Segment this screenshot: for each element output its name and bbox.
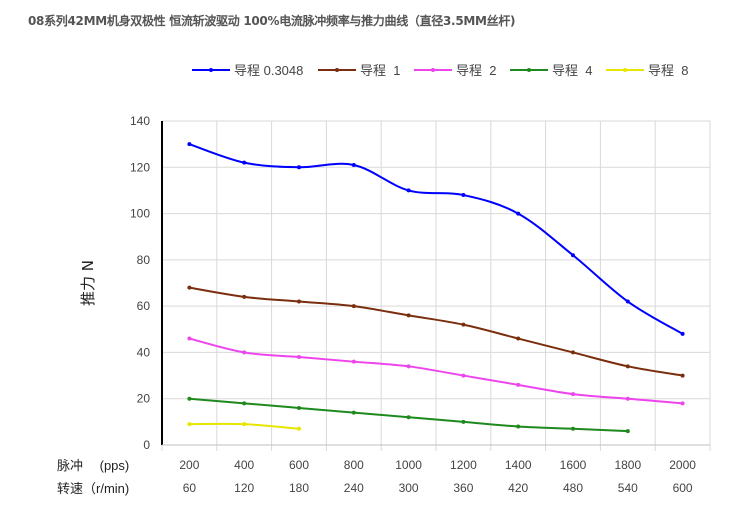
- data-point: [680, 373, 685, 378]
- data-point: [625, 299, 630, 304]
- data-point: [187, 142, 192, 147]
- y-tick-label: 40: [137, 345, 151, 359]
- x-tick-label: 60: [183, 481, 197, 495]
- data-point: [297, 165, 301, 170]
- data-point: [680, 331, 685, 336]
- legend-label: 导程 0.3048: [234, 63, 303, 78]
- data-point: [297, 355, 301, 360]
- data-point: [297, 426, 301, 431]
- y-tick-label: 100: [130, 207, 150, 221]
- data-point: [406, 188, 411, 193]
- data-point: [242, 422, 247, 427]
- data-point: [406, 364, 411, 369]
- x-tick-label: 400: [234, 458, 254, 472]
- data-point: [516, 424, 521, 429]
- y-tick-label: 140: [130, 114, 150, 128]
- x-tick-label: 240: [344, 481, 364, 495]
- y-tick-label: 20: [137, 392, 151, 406]
- x-row-label: 脉冲 (pps): [57, 458, 129, 473]
- x-tick-label: 420: [508, 481, 528, 495]
- legend-label: 导程 8: [648, 63, 688, 78]
- x-tick-label: 1400: [505, 458, 532, 472]
- data-point: [625, 429, 630, 434]
- chart-title: 08系列42MM机身双极性 恒流斩波驱动 100%电流脉冲频率与推力曲线（直径3…: [28, 14, 516, 28]
- x-tick-label: 600: [673, 481, 693, 495]
- x-tick-label: 180: [289, 481, 309, 495]
- legend-marker: [623, 68, 627, 72]
- legend-label: 导程 1: [360, 63, 400, 78]
- y-tick-label: 80: [137, 253, 151, 267]
- legend-marker: [527, 68, 531, 72]
- legend-marker: [431, 68, 435, 72]
- legend-label: 导程 2: [456, 63, 496, 78]
- x-tick-label: 540: [618, 481, 638, 495]
- data-point: [680, 401, 685, 406]
- x-tick-label: 200: [179, 458, 199, 472]
- x-tick-label: 2000: [669, 458, 696, 472]
- x-tick-label: 1800: [614, 458, 641, 472]
- x-tick-label: 360: [453, 481, 473, 495]
- data-point: [187, 422, 192, 427]
- legend-marker: [335, 68, 339, 72]
- data-point: [516, 211, 521, 216]
- data-point: [406, 313, 411, 318]
- data-point: [297, 405, 301, 410]
- data-point: [625, 364, 630, 369]
- x-tick-label: 120: [234, 481, 254, 495]
- data-point: [351, 304, 356, 309]
- data-point: [461, 373, 466, 378]
- legend-marker: [209, 68, 213, 72]
- data-point: [187, 285, 192, 290]
- data-point: [406, 415, 411, 420]
- series-line: [189, 397, 628, 433]
- y-tick-label: 60: [137, 299, 151, 313]
- x-tick-label: 800: [344, 458, 364, 472]
- y-axis-label: 推力 N: [79, 260, 97, 306]
- data-point: [571, 253, 575, 258]
- data-point: [571, 392, 575, 397]
- x-tick-label: 1200: [450, 458, 477, 472]
- data-point: [187, 336, 192, 341]
- data-point: [187, 396, 192, 401]
- data-point: [516, 382, 521, 387]
- data-point: [351, 359, 356, 364]
- series-line: [189, 337, 683, 405]
- data-point: [461, 419, 466, 424]
- x-tick-label: 600: [289, 458, 309, 472]
- data-point: [242, 294, 247, 299]
- x-tick-label: 1600: [560, 458, 587, 472]
- series-line: [189, 143, 684, 335]
- y-tick-label: 120: [130, 160, 150, 174]
- x-tick-label: 1000: [395, 458, 422, 472]
- x-row-label: 转速（r/min): [57, 481, 129, 496]
- x-tick-label: 480: [563, 481, 583, 495]
- data-point: [242, 350, 247, 355]
- data-point: [351, 162, 356, 167]
- data-point: [516, 336, 521, 341]
- x-tick-label: 300: [399, 481, 419, 495]
- data-point: [297, 299, 301, 304]
- data-point: [625, 396, 630, 401]
- data-point: [242, 160, 247, 165]
- data-point: [242, 401, 247, 406]
- data-point: [351, 410, 356, 415]
- data-point: [461, 322, 466, 327]
- data-point: [571, 426, 575, 431]
- legend-label: 导程 4: [552, 63, 592, 78]
- y-tick-label: 0: [143, 438, 150, 452]
- data-point: [461, 193, 466, 198]
- series-line: [189, 286, 683, 377]
- data-point: [571, 350, 575, 355]
